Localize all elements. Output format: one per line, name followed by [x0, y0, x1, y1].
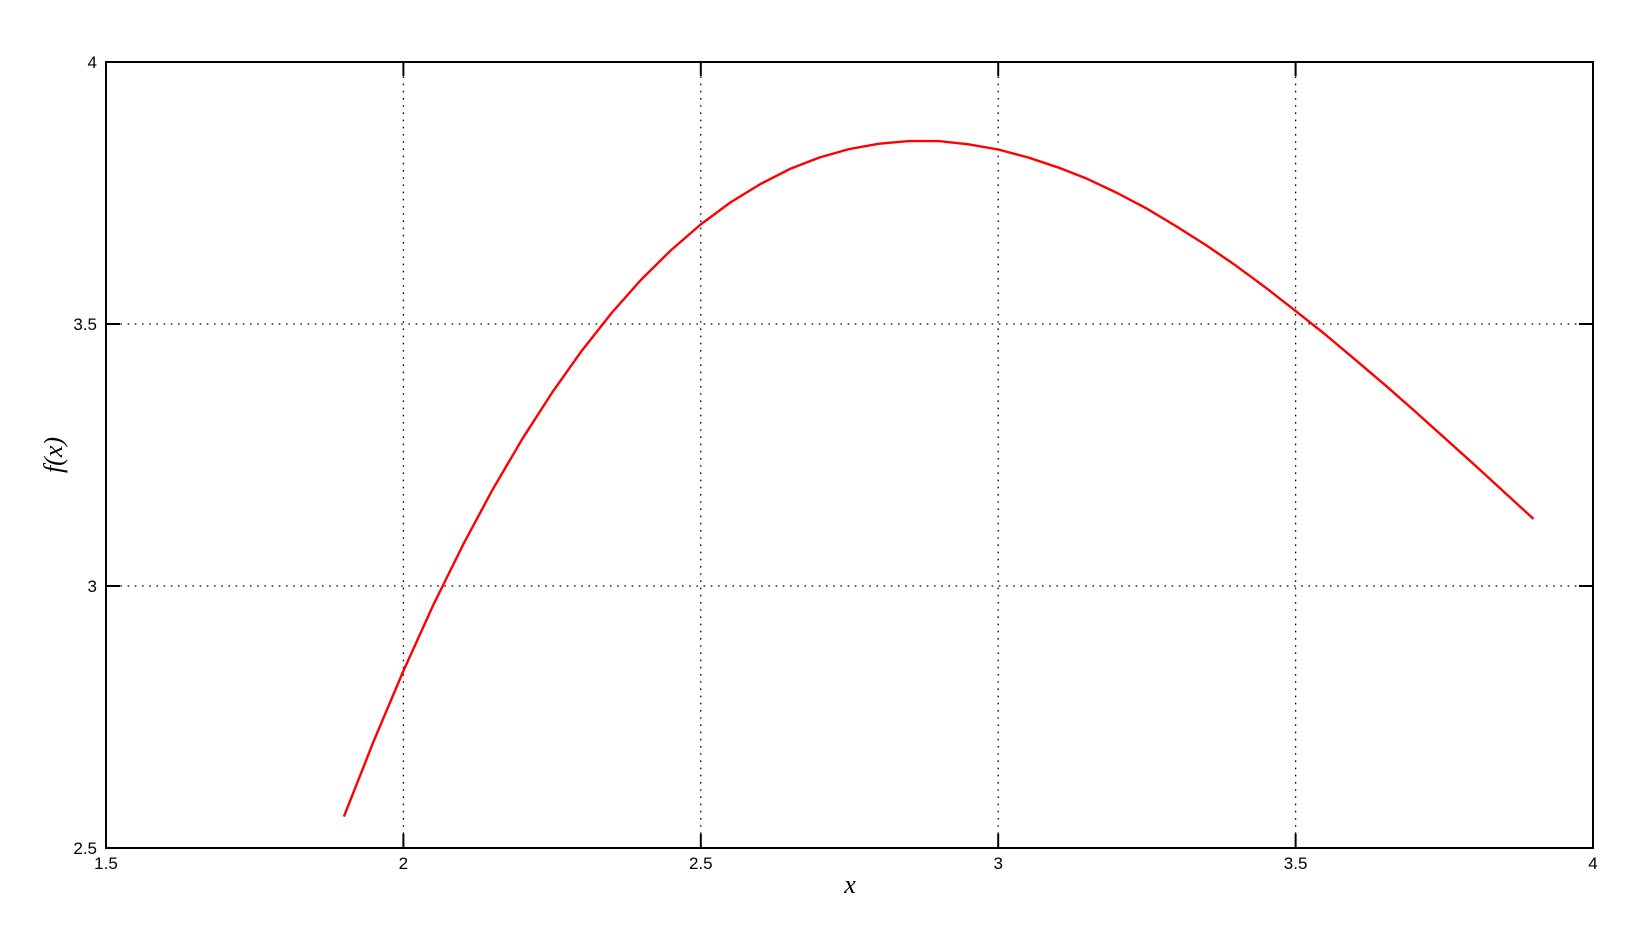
- y-tick-label: 3: [88, 577, 97, 596]
- curve-fx: [342, 139, 1535, 818]
- axes-frame-layer: [105, 61, 1594, 849]
- x-tick-label: 2.5: [689, 854, 713, 873]
- curve-layer: [342, 139, 1535, 818]
- x-tick-label: 1.5: [94, 854, 118, 873]
- x-tick-label: 2: [399, 854, 408, 873]
- axes-frame: [105, 61, 1594, 849]
- tick-marks-layer: [105, 61, 1594, 849]
- tick-labels-layer: 1.5 2 2.5 3 3.5 4 2.5 3 3.5 4: [73, 53, 1597, 873]
- y-tick-label: 4: [88, 53, 97, 72]
- x-tick-label: 3.5: [1284, 854, 1308, 873]
- y-tick-label: 3.5: [73, 315, 97, 334]
- x-axis-label: x: [843, 870, 856, 899]
- x-tick-label: 3: [993, 854, 1002, 873]
- y-tick-label: 2.5: [73, 839, 97, 858]
- y-axis-label: f(x): [39, 437, 68, 473]
- x-tick-label: 4: [1588, 854, 1597, 873]
- grid-layer: [106, 62, 1593, 848]
